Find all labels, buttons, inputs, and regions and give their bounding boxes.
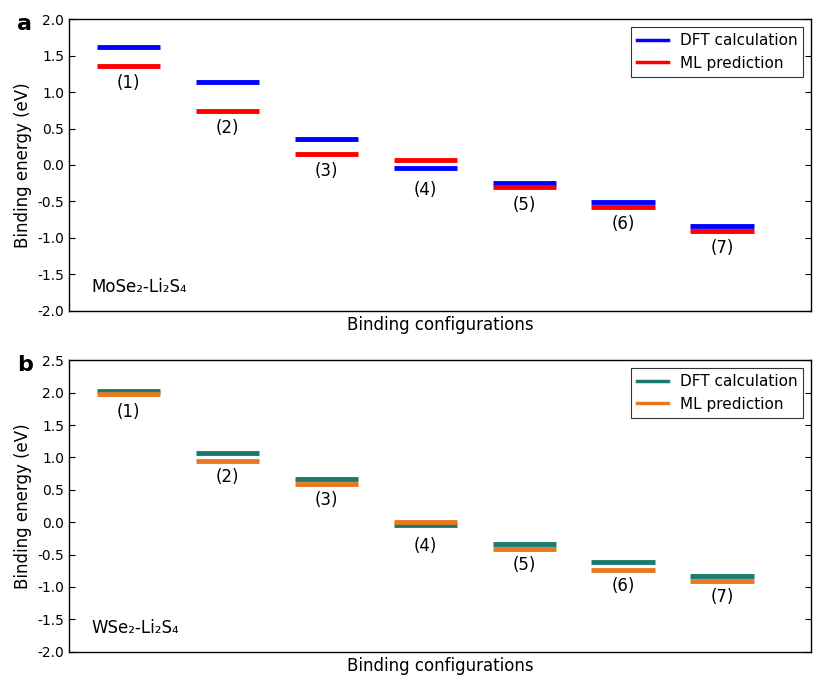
Text: (2): (2) [215, 119, 239, 138]
X-axis label: Binding configurations: Binding configurations [346, 316, 534, 334]
Text: (6): (6) [611, 577, 635, 595]
Text: (7): (7) [710, 588, 733, 606]
Text: (7): (7) [710, 239, 733, 257]
Text: (3): (3) [314, 491, 338, 509]
Text: (3): (3) [314, 163, 338, 181]
Text: (4): (4) [413, 537, 437, 555]
Text: (6): (6) [611, 215, 635, 233]
Legend: DFT calculation, ML prediction: DFT calculation, ML prediction [631, 27, 804, 77]
Text: WSe₂-Li₂S₄: WSe₂-Li₂S₄ [92, 619, 179, 637]
Text: (1): (1) [117, 403, 140, 421]
Text: MoSe₂-Li₂S₄: MoSe₂-Li₂S₄ [92, 278, 187, 296]
Text: b: b [17, 355, 33, 375]
X-axis label: Binding configurations: Binding configurations [346, 657, 534, 675]
Text: (5): (5) [512, 196, 536, 214]
Text: (1): (1) [117, 74, 140, 92]
Text: a: a [17, 14, 32, 34]
Legend: DFT calculation, ML prediction: DFT calculation, ML prediction [631, 368, 804, 418]
Y-axis label: Binding energy (eV): Binding energy (eV) [14, 82, 32, 248]
Text: (4): (4) [413, 181, 437, 198]
Text: (2): (2) [215, 468, 239, 486]
Y-axis label: Binding energy (eV): Binding energy (eV) [14, 423, 32, 589]
Text: (5): (5) [512, 556, 536, 574]
